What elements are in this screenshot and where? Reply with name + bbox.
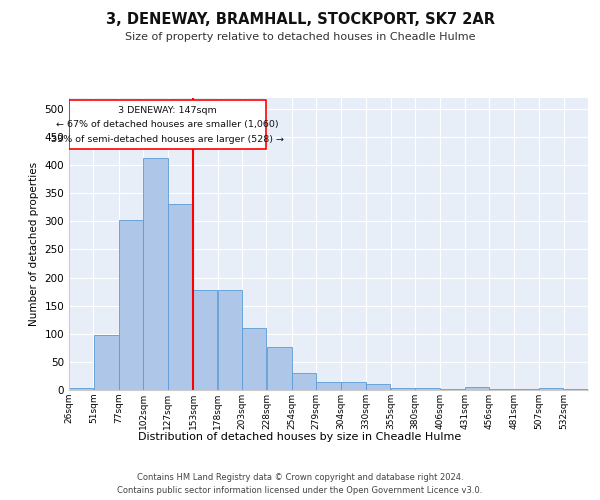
Text: Contains public sector information licensed under the Open Government Licence v3: Contains public sector information licen… [118,486,482,495]
Text: 33% of semi-detached houses are larger (528) →: 33% of semi-detached houses are larger (… [51,134,284,143]
Text: Distribution of detached houses by size in Cheadle Hulme: Distribution of detached houses by size … [139,432,461,442]
Bar [366,384,391,390]
Text: 3 DENEWAY: 147sqm: 3 DENEWAY: 147sqm [118,106,217,115]
Bar [539,388,563,390]
Text: 3, DENEWAY, BRAMHALL, STOCKPORT, SK7 2AR: 3, DENEWAY, BRAMHALL, STOCKPORT, SK7 2AR [106,12,494,28]
Text: Size of property relative to detached houses in Cheadle Hulme: Size of property relative to detached ho… [125,32,475,42]
Bar [316,382,341,390]
Text: Contains HM Land Registry data © Crown copyright and database right 2024.: Contains HM Land Registry data © Crown c… [137,472,463,482]
Bar [193,290,217,390]
Bar [341,382,366,390]
Y-axis label: Number of detached properties: Number of detached properties [29,162,39,326]
Bar [440,389,465,390]
Bar [143,158,167,390]
Bar [465,386,489,390]
Bar [563,389,588,390]
Bar [94,335,119,390]
Bar [242,328,266,390]
Bar [119,220,143,390]
Bar [69,388,94,390]
Bar [218,290,242,390]
Bar [69,100,266,150]
Bar [514,389,539,390]
Bar [391,388,415,390]
Bar [168,204,193,390]
Bar [292,373,316,390]
Bar [266,347,292,390]
Text: ← 67% of detached houses are smaller (1,060): ← 67% of detached houses are smaller (1,… [56,120,279,129]
Bar [415,388,440,390]
